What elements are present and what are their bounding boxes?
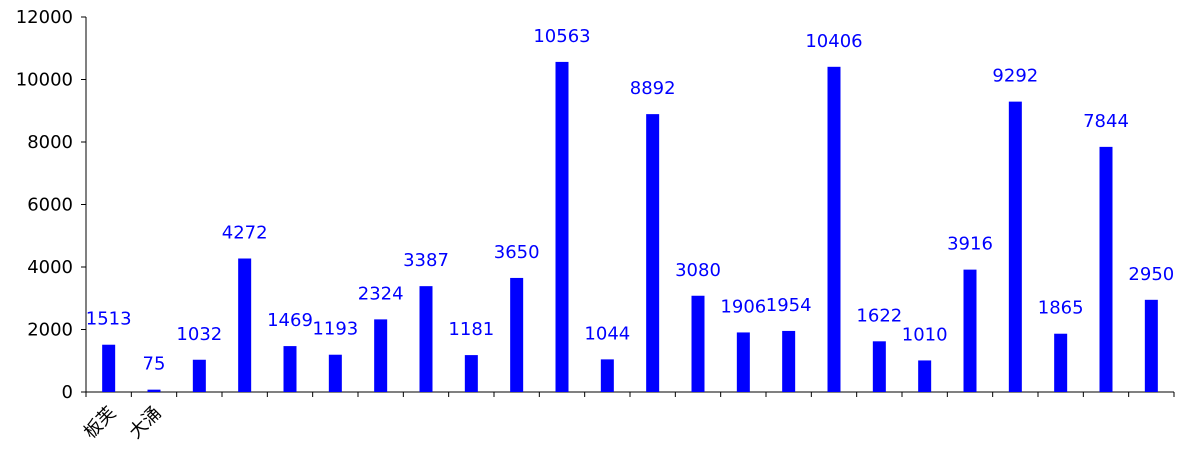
data-label: 1193 xyxy=(312,319,358,340)
bar xyxy=(464,355,478,392)
y-tick-label: 0 xyxy=(62,382,73,403)
category-label: 板芙 xyxy=(80,403,120,443)
data-label: 3387 xyxy=(403,250,449,271)
bar xyxy=(419,286,433,392)
y-tick-label: 2000 xyxy=(27,320,73,341)
data-label: 8892 xyxy=(630,78,676,99)
bar xyxy=(600,359,614,392)
y-tick-label: 10000 xyxy=(16,70,73,91)
data-label: 1469 xyxy=(267,310,313,331)
y-axis: 0 2000 4000 6000 8000 10000 12000 xyxy=(16,7,87,403)
data-label: 1865 xyxy=(1038,298,1084,319)
data-label: 4272 xyxy=(222,223,268,244)
data-label: 1906 xyxy=(720,296,766,317)
y-tick-label: 12000 xyxy=(16,7,73,28)
data-label: 1513 xyxy=(86,309,132,330)
bar xyxy=(1099,146,1113,392)
bar xyxy=(646,114,660,392)
bar xyxy=(192,359,206,392)
data-label: 3080 xyxy=(675,260,721,281)
y-tick-label: 4000 xyxy=(27,257,73,278)
bar xyxy=(374,319,388,392)
bar xyxy=(827,66,841,392)
bar xyxy=(147,389,161,392)
data-label: 2950 xyxy=(1128,264,1174,285)
data-label: 1044 xyxy=(584,323,630,344)
bar xyxy=(555,61,569,392)
data-label: 9292 xyxy=(992,66,1038,87)
y-tick-label: 6000 xyxy=(27,195,73,216)
data-label: 1032 xyxy=(176,324,222,345)
category-labels: 板芙 大涌 xyxy=(80,403,166,443)
bar xyxy=(102,344,116,392)
data-label: 1622 xyxy=(856,305,902,326)
bar xyxy=(691,295,705,392)
data-label: 3916 xyxy=(947,234,993,255)
y-tick-label: 8000 xyxy=(27,132,73,153)
bar xyxy=(328,354,342,392)
data-label: 10406 xyxy=(805,31,862,52)
bar xyxy=(510,277,524,392)
bar xyxy=(963,269,977,392)
bar xyxy=(1008,101,1022,392)
bar xyxy=(872,341,886,392)
bar xyxy=(238,258,252,392)
bar xyxy=(736,332,750,392)
data-label: 3650 xyxy=(494,242,540,263)
data-label: 1954 xyxy=(766,295,812,316)
bar xyxy=(283,346,297,392)
bar xyxy=(782,330,796,392)
data-label: 75 xyxy=(143,354,166,375)
bar xyxy=(1054,333,1068,392)
data-label: 10563 xyxy=(533,26,590,47)
data-label: 1181 xyxy=(448,319,494,340)
data-label: 7844 xyxy=(1083,111,1129,132)
bar xyxy=(918,360,932,392)
data-label: 1010 xyxy=(902,324,948,345)
category-label: 大涌 xyxy=(125,403,165,443)
data-label: 2324 xyxy=(358,283,404,304)
bars xyxy=(102,61,1158,392)
x-axis xyxy=(85,391,1175,397)
bar xyxy=(1144,299,1158,392)
